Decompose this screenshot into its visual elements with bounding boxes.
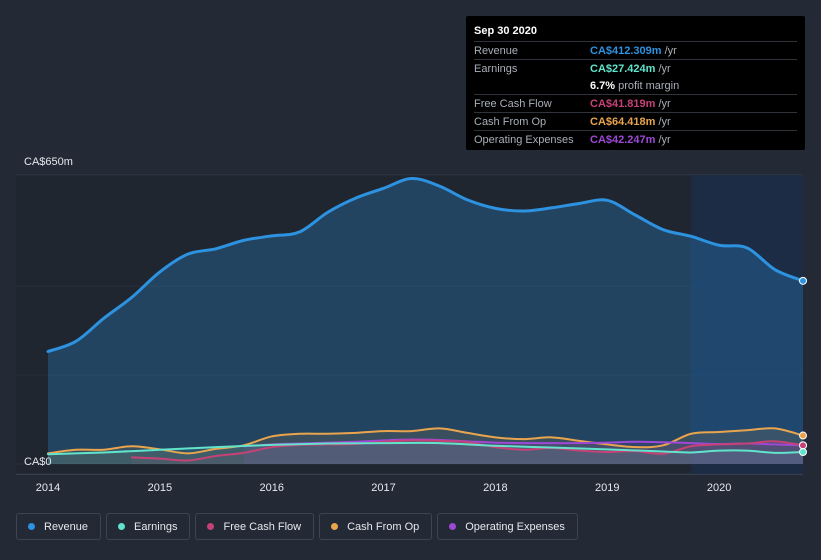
tooltip-row-value: CA$412.309m (590, 44, 662, 57)
tooltip-row-value: CA$64.418m (590, 115, 656, 128)
y-tick-label-min: CA$0 (24, 456, 52, 468)
tooltip-row-label: Revenue (474, 44, 519, 57)
forecast-highlight (16, 175, 803, 474)
tooltip-date: Sep 30 2020 (474, 25, 537, 37)
chart-area (16, 174, 807, 475)
y-tick-label-max: CA$650m (24, 156, 73, 168)
tooltip-row-unit: /yr (658, 133, 671, 146)
legend: Revenue Earnings Free Cash Flow Cash From O… (16, 513, 578, 540)
earnings-area (48, 442, 803, 464)
legend-dot-icon (331, 523, 339, 530)
tooltip-row-label: Operating Expenses (474, 133, 574, 146)
tooltip-row: Operating Expenses CA$42.247m/yr (474, 130, 797, 148)
x-tick-label: 2017 (371, 482, 396, 494)
series-lines (46, 177, 805, 462)
legend-dot-icon (118, 523, 126, 530)
legend-label: Free Cash Flow (223, 520, 302, 533)
legend-item-operating-expenses[interactable]: Operating Expenses (437, 513, 578, 540)
tooltip-row-label: Earnings (474, 62, 518, 75)
revenue-endpoint (799, 276, 807, 285)
legend-label: Revenue (44, 520, 89, 533)
x-tick-label: 2019 (595, 482, 620, 494)
tooltip-row-value: CA$27.424m (590, 62, 656, 75)
highlight-region (691, 175, 803, 474)
x-tick-label: 2020 (706, 482, 732, 494)
legend-label: Operating Expenses (465, 520, 565, 533)
revenue-line (46, 177, 805, 354)
free-cash-flow-area (131, 440, 803, 464)
cash-from-op-area (48, 428, 803, 464)
x-tick-label: 2018 (483, 482, 508, 494)
tooltip-row-unit: /yr (658, 115, 671, 128)
tooltip-row-value: CA$42.247m (590, 133, 656, 146)
tooltip-row: Revenue CA$412.309m/yr (474, 41, 797, 59)
legend-dot-icon (449, 523, 457, 530)
legend-item-earnings[interactable]: Earnings (106, 513, 191, 540)
tooltip-row-label: Cash From Op (474, 115, 547, 128)
legend-item-revenue[interactable]: Revenue (16, 513, 102, 540)
x-tick-label: 2015 (147, 482, 173, 494)
legend-label: Earnings (134, 520, 178, 533)
free-cash-flow-line (130, 439, 804, 462)
legend-label: Cash From Op (347, 520, 420, 533)
tooltip-rows: Revenue CA$412.309m/yr Earnings CA$27.424m /… (474, 41, 797, 148)
x-tick-label: 2014 (35, 482, 61, 494)
earnings-line (47, 441, 804, 456)
tooltip-row-value: CA$41.819m (590, 97, 656, 110)
tooltip-row: Free Cash Flow CA$41.819m/yr (474, 94, 797, 112)
area-fills (48, 178, 804, 464)
legend-item-free-cash-flow[interactable]: Free Cash Flow (195, 513, 315, 540)
cash-from-op-endpoint (799, 431, 807, 440)
tooltip-row-label: Free Cash Flow (474, 97, 552, 110)
legend-item-cash-from-op[interactable]: Cash From Op (319, 513, 433, 540)
tooltip-row: Cash From Op CA$64.418m/yr (474, 112, 797, 130)
legend-dot-icon (207, 523, 215, 530)
revenue-area (48, 178, 803, 464)
free-cash-flow-endpoint (799, 441, 807, 450)
tooltip-row-unit: /yr (664, 44, 677, 57)
tooltip: Sep 30 2020 Revenue CA$412.309m/yr Earning… (466, 16, 805, 150)
x-tick-label: 2016 (259, 482, 284, 494)
tooltip-row-unit: /yr (658, 62, 671, 75)
cash-from-op-line (47, 427, 804, 455)
tooltip-row-value: 6.7% (590, 79, 616, 92)
earnings-endpoint (799, 447, 807, 456)
tooltip-row-unit: /yr (658, 97, 671, 110)
tooltip-row-unit: profit margin (618, 79, 680, 92)
endpoint-markers (799, 276, 807, 456)
tooltip-row: 6.7% profit margin (474, 77, 797, 94)
tooltip-row: Earnings CA$27.424m/yr (474, 59, 797, 77)
past-shading (16, 175, 692, 474)
legend-dot-icon (28, 523, 35, 530)
